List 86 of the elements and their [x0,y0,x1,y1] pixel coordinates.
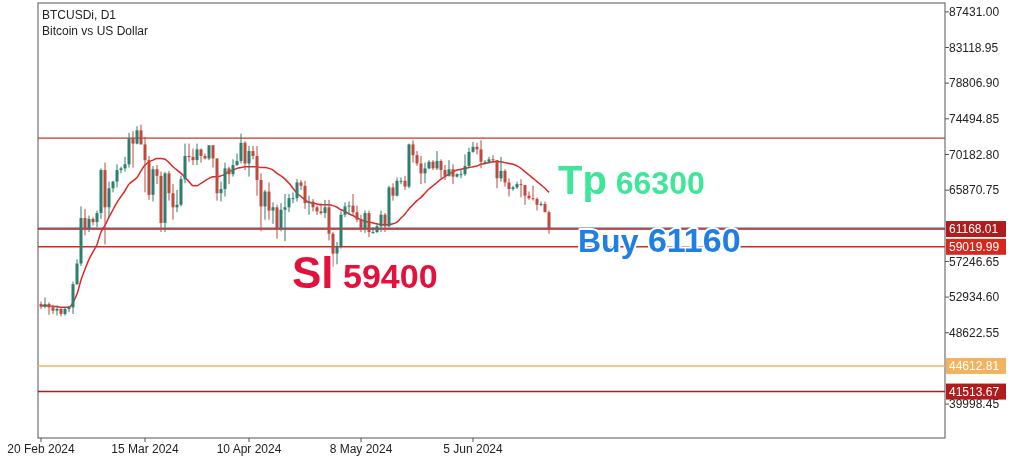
candlestick [263,189,267,221]
candlestick [51,304,55,315]
candlestick [367,210,371,238]
y-tick-label: 83118.95 [949,40,999,55]
ref-line-label: 41513.67 [949,384,1000,399]
y-tick-label: 57246.65 [949,254,1000,269]
candlestick [447,159,451,178]
y-tick-label: 78806.90 [949,76,1000,91]
y-tick-label: 48622.55 [949,325,1000,340]
candlestick [379,210,383,233]
candlestick [323,199,327,219]
y-tick-label: 87431.00 [949,5,1000,20]
candlestick [511,185,515,192]
text: Bitcoin vs US Dollar [42,24,149,38]
candlestick [423,162,427,184]
candlestick [303,180,307,210]
candlestick [295,178,299,202]
candlestick [267,181,271,221]
candlestick [395,177,399,198]
candlestick [315,205,319,216]
y-tick-label: 65870.75 [949,183,1000,198]
candlestick [63,306,67,317]
ref-line-label: 61168.01 [949,222,999,237]
candlestick [515,181,519,190]
y-tick-label: 74494.85 [949,112,1000,127]
candlestick [363,210,367,234]
x-tick-label: 8 May 2024 [329,442,393,456]
candlestick [211,144,215,169]
candlestick [347,200,351,216]
candlestick [55,305,59,317]
candlestick [371,226,375,235]
text: Tp 66300 [558,158,705,202]
candlestick [479,139,483,169]
candlestick [43,296,47,309]
candlestick [535,196,539,212]
candlestick [307,195,311,216]
candlestick [495,159,499,189]
candlestick [243,140,247,171]
x-tick-label: 15 Mar 2024 [111,442,180,456]
x-tick-label: 5 Jun 2024 [443,442,504,456]
text: BTCUSDi, D1 [42,8,117,22]
candlestick [435,150,439,171]
candlestick [283,193,287,242]
candlestick [39,301,43,310]
candlestick [47,301,51,316]
candlestick [319,202,323,216]
candlestick [223,162,227,198]
y-tick-label: 70182.80 [949,147,1000,162]
x-tick-label: 20 Feb 2024 [7,442,76,456]
candlestick [275,204,279,240]
candlestick [443,164,447,181]
candlestick [451,163,455,185]
candlestick [195,143,199,166]
candlestick [311,198,315,212]
candlestick [539,200,543,207]
candlestick [519,178,523,198]
candlestick [107,181,111,218]
candlestick [287,193,291,213]
candlestick [115,163,119,188]
candlestick [359,214,363,233]
candlestick [271,201,275,225]
candlestick [131,130,135,169]
candlestick [191,148,195,166]
candlestick [411,139,415,164]
y-tick-label: 52934.60 [949,290,1000,305]
candlestick [439,158,443,179]
candlestick [91,216,95,226]
candlestick [187,143,191,163]
annotation: Sl 59400 [292,248,438,297]
candlestick [227,166,231,185]
candlestick [483,159,487,165]
candlestick [83,208,87,236]
candlestick [383,212,387,233]
candlestick [239,133,243,164]
candlestick [499,156,503,183]
candlestick [419,155,423,185]
y-tick-label: 39998.45 [949,397,1000,412]
candlestick [403,175,407,191]
candlestick [491,154,495,164]
x-tick-label: 10 Apr 2024 [216,442,282,456]
candlestick [199,148,203,164]
candlestick [231,158,235,178]
candlestick [247,145,251,178]
ref-line-label: 59019.99 [949,240,1000,254]
ref-line-label: 44612.81 [949,359,1000,374]
candlestick [391,182,395,202]
